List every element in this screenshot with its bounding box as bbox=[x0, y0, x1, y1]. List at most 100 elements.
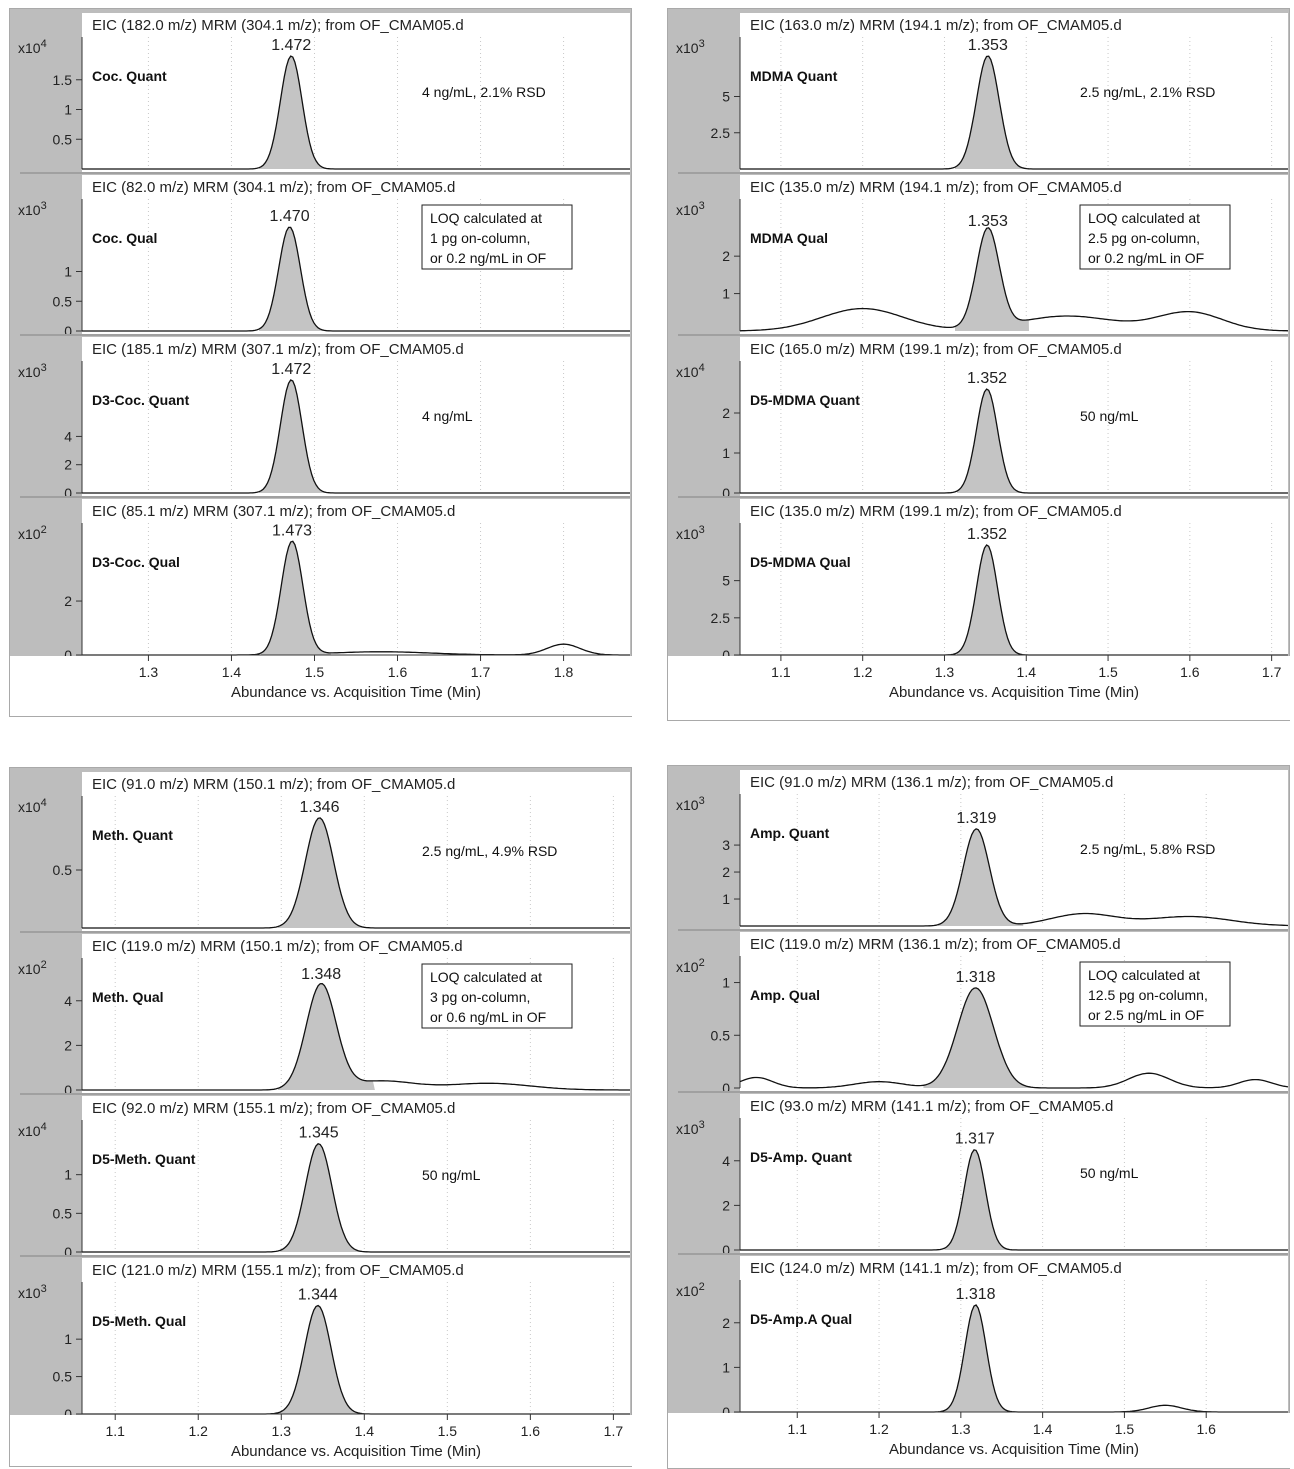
subplot-title: EIC (93.0 m/z) MRM (141.1 m/z); from OF_… bbox=[750, 1098, 1113, 1115]
peak-retention-label: 1.353 bbox=[968, 213, 1008, 230]
subplot-background bbox=[82, 772, 630, 932]
chromatogram-svg: EIC (182.0 m/z) MRM (304.1 m/z); from OF… bbox=[10, 13, 633, 716]
integrated-peak-area bbox=[259, 56, 331, 169]
y-tick-label: 5 bbox=[722, 573, 730, 589]
subplot-title: EIC (92.0 m/z) MRM (155.1 m/z); from OF_… bbox=[92, 1100, 455, 1117]
integrated-peak-area bbox=[944, 1149, 1013, 1250]
y-tick-label: 2 bbox=[64, 457, 72, 473]
compound-label: D5-Meth. Qual bbox=[92, 1313, 186, 1329]
y-multiplier: x103 bbox=[676, 38, 705, 56]
y-tick-label: 3 bbox=[722, 837, 730, 853]
peak-retention-label: 1.352 bbox=[967, 526, 1007, 543]
x-tick-label: 1.2 bbox=[189, 1423, 209, 1439]
compound-label: Amp. Quant bbox=[750, 825, 830, 841]
x-tick-label: 1.5 bbox=[1115, 1421, 1135, 1437]
loq-note-box bbox=[421, 204, 573, 270]
compound-label: MDMA Qual bbox=[750, 230, 828, 246]
y-tick-label: 1 bbox=[64, 1331, 72, 1347]
y-multiplier: x103 bbox=[676, 524, 705, 542]
compound-label: D5-Amp. Quant bbox=[750, 1149, 852, 1165]
peak-retention-label: 1.348 bbox=[301, 966, 341, 983]
x-axis-area bbox=[668, 1413, 1291, 1468]
y-multiplier: x104 bbox=[676, 362, 705, 380]
x-tick-label: 1.1 bbox=[105, 1423, 125, 1439]
subplot-title: EIC (135.0 m/z) MRM (194.1 m/z); from OF… bbox=[750, 179, 1122, 196]
integrated-peak-area bbox=[938, 828, 1024, 926]
y-tick-label: 1.5 bbox=[53, 72, 73, 88]
subplot-background bbox=[82, 1258, 630, 1418]
peak-retention-label: 1.318 bbox=[956, 1286, 996, 1303]
chromatogram-svg: EIC (91.0 m/z) MRM (136.1 m/z); from OF_… bbox=[668, 770, 1291, 1468]
x-tick-label: 1.6 bbox=[388, 664, 408, 680]
peak-retention-label: 1.353 bbox=[968, 37, 1008, 54]
peak-retention-label: 1.470 bbox=[270, 208, 310, 225]
y-tick-label: 2 bbox=[722, 405, 730, 421]
x-axis-label: Abundance vs. Acquisition Time (Min) bbox=[231, 684, 481, 701]
y-tick-label: 0.5 bbox=[711, 1027, 731, 1043]
y-multiplier: x102 bbox=[676, 1281, 705, 1299]
y-multiplier: x104 bbox=[18, 1121, 47, 1139]
y-tick-label: 1 bbox=[722, 1359, 730, 1375]
chromatogram-trace bbox=[82, 379, 630, 494]
chromatogram-trace bbox=[739, 987, 1289, 1089]
subplot-background bbox=[740, 1094, 1288, 1254]
subplot-title: EIC (85.1 m/z) MRM (307.1 m/z); from OF_… bbox=[92, 503, 455, 520]
y-tick-label: 1 bbox=[722, 891, 730, 907]
chromatogram-trace bbox=[739, 227, 1289, 332]
concentration-note: 4 ng/mL bbox=[422, 408, 473, 424]
subplot-background bbox=[740, 337, 1288, 497]
y-tick-label: 1 bbox=[722, 975, 730, 991]
x-tick-label: 1.3 bbox=[272, 1423, 292, 1439]
subplot-title: EIC (91.0 m/z) MRM (136.1 m/z); from OF_… bbox=[750, 774, 1113, 791]
peak-retention-label: 1.473 bbox=[272, 523, 312, 540]
integrated-peak-area bbox=[280, 1143, 367, 1252]
peak-retention-label: 1.318 bbox=[956, 969, 996, 986]
integrated-peak-area bbox=[957, 545, 1026, 655]
concentration-note: 4 ng/mL, 2.1% RSD bbox=[422, 84, 546, 100]
loq-note-box bbox=[1079, 204, 1231, 270]
subplot-background bbox=[82, 1096, 630, 1256]
x-tick-label: 1.3 bbox=[935, 664, 955, 680]
y-tick-label: 2 bbox=[64, 1037, 72, 1053]
compound-label: Amp. Qual bbox=[750, 987, 820, 1003]
loq-note-line: or 0.2 ng/mL in OF bbox=[430, 250, 546, 266]
y-tick-label: 0 bbox=[722, 485, 730, 501]
y-tick-label: 1 bbox=[722, 286, 730, 302]
y-tick-label: 0 bbox=[722, 1404, 730, 1420]
y-tick-label: 1 bbox=[722, 445, 730, 461]
y-multiplier: x103 bbox=[676, 795, 705, 813]
subplot-background bbox=[740, 1256, 1288, 1416]
y-tick-label: 0 bbox=[722, 1242, 730, 1258]
chart-panel-mdma: EIC (163.0 m/z) MRM (194.1 m/z); from OF… bbox=[667, 8, 1291, 721]
loq-note-box bbox=[1079, 961, 1231, 1027]
y-tick-label: 0 bbox=[722, 647, 730, 663]
subplot-background bbox=[82, 499, 630, 659]
y-tick-label: 0.5 bbox=[53, 1205, 73, 1221]
concentration-note: 50 ng/mL bbox=[1080, 408, 1139, 424]
compound-label: Coc. Qual bbox=[92, 230, 157, 246]
compound-label: D3-Coc. Quant bbox=[92, 392, 190, 408]
y-tick-label: 0.5 bbox=[53, 131, 73, 147]
chromatogram-svg: EIC (163.0 m/z) MRM (194.1 m/z); from OF… bbox=[668, 13, 1291, 720]
subplot-title: EIC (135.0 m/z) MRM (199.1 m/z); from OF… bbox=[750, 503, 1122, 520]
concentration-note: 2.5 ng/mL, 4.9% RSD bbox=[422, 843, 557, 859]
subplot-title: EIC (119.0 m/z) MRM (150.1 m/z); from OF… bbox=[92, 938, 463, 955]
x-axis-label: Abundance vs. Acquisition Time (Min) bbox=[889, 684, 1139, 701]
peak-retention-label: 1.317 bbox=[955, 1131, 995, 1148]
subplot-background bbox=[82, 13, 630, 173]
chromatogram-trace bbox=[82, 817, 630, 929]
subplot-title: EIC (163.0 m/z) MRM (194.1 m/z); from OF… bbox=[750, 17, 1122, 34]
integrated-peak-area bbox=[259, 380, 331, 493]
loq-note-line: or 0.2 ng/mL in OF bbox=[1088, 250, 1204, 266]
integrated-peak-area bbox=[955, 227, 1029, 331]
x-axis-area bbox=[668, 656, 1291, 720]
x-tick-label: 1.6 bbox=[1180, 664, 1200, 680]
y-multiplier: x103 bbox=[676, 200, 705, 218]
x-tick-label: 1.5 bbox=[438, 1423, 458, 1439]
subplot-title: EIC (185.1 m/z) MRM (307.1 m/z); from OF… bbox=[92, 341, 464, 358]
y-tick-label: 4 bbox=[722, 1153, 730, 1169]
y-tick-label: 4 bbox=[64, 993, 72, 1009]
x-tick-label: 1.7 bbox=[604, 1423, 624, 1439]
integrated-peak-area bbox=[261, 541, 331, 655]
y-tick-label: 1 bbox=[64, 1167, 72, 1183]
